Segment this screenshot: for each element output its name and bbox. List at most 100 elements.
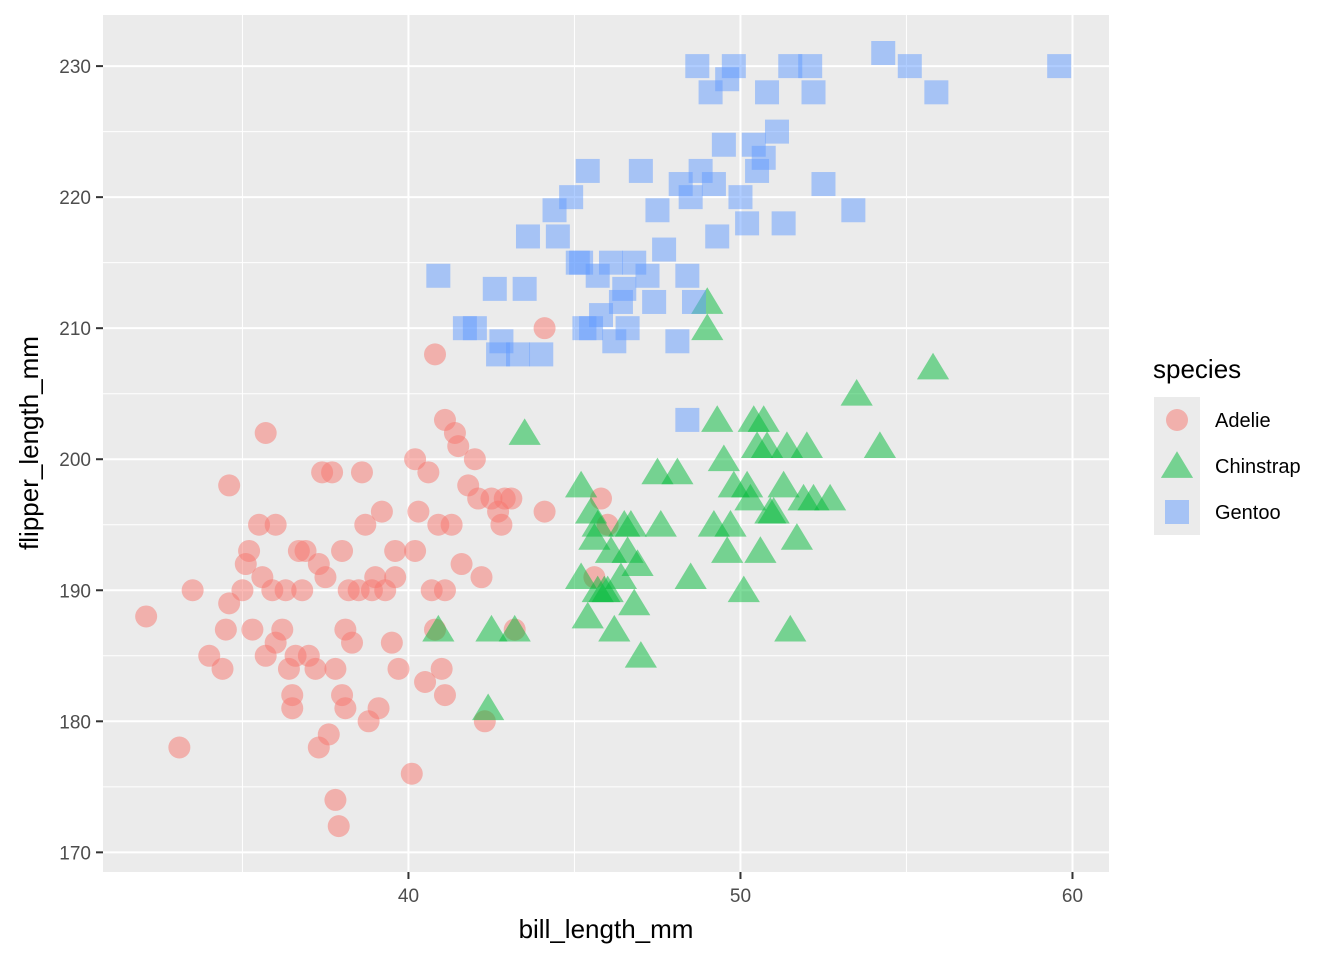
gentoo-point [798,54,823,79]
gentoo-point [705,224,730,249]
adelie-point [324,788,347,811]
adelie-point [430,657,453,680]
gentoo-point [645,198,670,223]
chinstrap-point [598,614,631,642]
adelie-point [533,500,556,523]
adelie-point [321,461,344,484]
legend-label-chinstrap: Chinstrap [1215,456,1301,478]
adelie-point [533,317,556,340]
adelie-point [181,579,204,602]
chinstrap-point [814,483,847,511]
gentoo-point [778,54,803,79]
chinstrap-point [731,470,764,498]
adelie-point [238,539,261,562]
x-axis: 40 50 60 [398,872,1083,907]
gentoo-point [652,237,677,262]
adelie-point [387,657,410,680]
gentoo-point [628,158,653,183]
gentoo-point [764,119,789,144]
gentoo-point [897,54,922,79]
y-tick-label: 230 [59,57,91,78]
gentoo-point [685,54,710,79]
chinstrap-point [701,405,734,432]
x-tick-label: 60 [1062,886,1083,907]
gentoo-point [701,172,726,197]
legend-symbol-gentoo [1165,500,1189,524]
adelie-point [590,487,613,510]
adelie-point [463,448,486,471]
y-axis: 170 180 190 200 210 220 230 [59,57,103,864]
gentoo-point [711,132,736,157]
gentoo-point [924,80,949,105]
data-points [135,41,1072,838]
legend-label-gentoo: Gentoo [1215,502,1281,524]
legend-symbol-adelie [1166,409,1188,431]
adelie-point [304,657,327,680]
x-tick-label: 50 [730,886,751,907]
gentoo-point [615,316,640,341]
adelie-point [354,513,377,536]
gentoo-point [598,250,623,275]
gentoo-point [575,158,600,183]
adelie-point [341,631,364,654]
gentoo-point [462,316,487,341]
gentoo-point [871,41,896,66]
gentoo-point [1047,54,1072,79]
adelie-point [433,579,456,602]
adelie-point [417,461,440,484]
chinstrap-point [618,588,651,616]
chinstrap-point [472,693,505,721]
gentoo-point [675,407,700,432]
adelie-point [370,500,393,523]
gentoo-point [665,329,690,354]
chinstrap-point [581,510,614,537]
chinstrap-point [624,641,657,668]
chinstrap-point [498,614,531,642]
gentoo-point [681,289,706,314]
adelie-point [271,618,294,641]
chinstrap-point [604,562,638,590]
adelie-point [211,657,234,680]
adelie-point [214,618,237,641]
adelie-point [218,474,241,497]
legend-label-adelie: Adelie [1215,410,1271,432]
chinstrap-point [767,470,800,498]
gentoo-point [482,276,507,301]
chinstrap-point [564,470,598,498]
adelie-point [384,566,407,589]
adelie-point [470,566,493,589]
y-tick-label: 220 [59,188,91,209]
gentoo-point [545,224,570,249]
chinstrap-point [707,444,740,472]
x-axis-title: bill_length_mm [519,914,694,944]
gentoo-point [506,342,531,367]
gentoo-point [771,211,796,236]
adelie-point [264,513,287,536]
gentoo-point [675,263,700,288]
gentoo-point [515,224,540,249]
adelie-point [433,684,456,707]
adelie-point [350,461,373,484]
gentoo-point [559,185,584,210]
adelie-point [424,343,447,366]
chinstrap-point [422,614,455,642]
gentoo-point [426,263,451,288]
adelie-point [400,762,423,785]
adelie-point [317,723,340,746]
chinstrap-point [661,457,694,485]
y-tick-label: 200 [59,450,91,471]
gentoo-point [841,198,866,223]
gentoo-point [529,342,554,367]
gentoo-point [801,80,826,105]
chinstrap-point [475,614,508,642]
chinstrap-point [774,614,807,642]
chinstrap-point [674,562,707,590]
chinstrap-point [571,601,604,629]
adelie-point [450,553,473,576]
x-tick-label: 40 [398,886,419,907]
adelie-point [314,566,337,589]
adelie-point [380,631,403,654]
chinstrap-point [614,510,648,537]
